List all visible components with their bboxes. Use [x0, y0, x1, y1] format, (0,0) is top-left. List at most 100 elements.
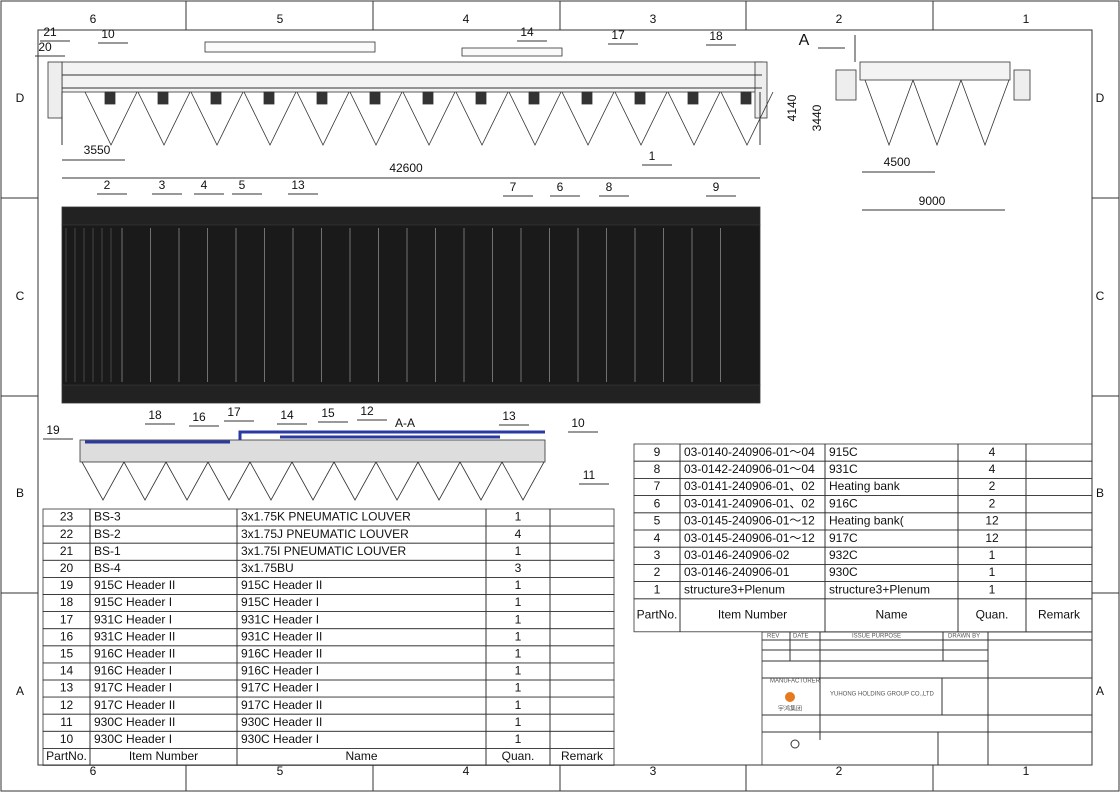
leg [190, 91, 244, 146]
table-cell: 1 [515, 681, 522, 695]
balloon-label: 1 [649, 149, 656, 163]
table-cell: 4 [515, 527, 522, 541]
leg [912, 79, 962, 147]
table-cell: 13 [60, 681, 74, 695]
table-cell: 931C Header I [241, 612, 319, 626]
balloon-label: 14 [520, 25, 534, 39]
table-cell: 1 [515, 664, 522, 678]
title-block-text: REV [767, 634, 779, 640]
table-header-cell: PartNo. [46, 749, 87, 763]
table-cell: 932C [829, 548, 858, 562]
louver [47, 61, 63, 119]
table-cell: 14 [60, 664, 74, 678]
table-cell: 03-0141-240906-01、02 [684, 479, 815, 493]
balloon-label: 6 [557, 180, 564, 194]
leg [614, 91, 668, 146]
dimension: 4500 [884, 155, 911, 169]
title-block-text: DATE [793, 634, 809, 640]
balloon-label: 7 [510, 180, 517, 194]
zone-label-top: 2 [836, 12, 843, 26]
table-cell: 930C Header II [94, 715, 175, 729]
table-header-cell: Name [345, 749, 377, 763]
zone-label-top: 5 [277, 12, 284, 26]
balloon-label: 10 [571, 416, 585, 430]
title-block-text: 宇鸿集团 [778, 705, 802, 713]
table-cell: 8 [654, 462, 661, 476]
table-cell: 1 [989, 565, 996, 579]
table-cell: 03-0145-240906-01～12 [684, 531, 815, 545]
table-cell: 7 [654, 479, 661, 493]
table-cell: 19 [60, 578, 74, 592]
leg [249, 461, 293, 501]
title-block-text: DRAWN BY [948, 634, 980, 640]
zone-label-top: 6 [90, 12, 97, 26]
projection-symbol [790, 739, 800, 749]
zone-label-bottom: 1 [1023, 764, 1030, 778]
leg [402, 91, 456, 146]
table-cell: 916C Header I [94, 664, 172, 678]
balloon-label: 15 [321, 406, 335, 420]
balloon-label: 13 [502, 409, 516, 423]
table-cell: 916C Header II [241, 647, 322, 661]
plan-body [61, 224, 761, 386]
louver [1013, 69, 1031, 101]
table-cell: 931C Header II [94, 629, 175, 643]
leg [459, 461, 503, 501]
zone-label-bottom: 4 [463, 764, 470, 778]
dimension: 3440 [810, 104, 824, 131]
unit-frame [61, 61, 763, 93]
fin-strip [61, 206, 761, 226]
zone-label-bottom: 3 [650, 764, 657, 778]
balloon-label: 12 [360, 404, 374, 418]
fan [104, 91, 116, 105]
table-cell: 5 [654, 514, 661, 528]
balloon-label: 17 [611, 28, 625, 42]
fan [316, 91, 328, 105]
table-cell: 930C Header I [241, 732, 319, 746]
balloon-label: 13 [291, 178, 305, 192]
zone-label-top: 3 [650, 12, 657, 26]
leg [417, 461, 461, 501]
table-cell: 11 [60, 715, 73, 729]
table-cell: 931C Header I [94, 612, 172, 626]
table-cell: 1 [515, 698, 522, 712]
table-cell: 1 [515, 510, 522, 524]
zone-label-right: B [1096, 486, 1104, 500]
dimension: 3550 [84, 143, 111, 157]
table-cell: 930C [829, 565, 858, 579]
table-cell: 10 [60, 732, 74, 746]
table-cell: 15 [60, 647, 74, 661]
title-block-text: ISSUE PURPOSE [852, 634, 901, 640]
zone-label-right: C [1096, 289, 1105, 303]
leg [137, 91, 191, 146]
table-cell: 1 [515, 647, 522, 661]
zone-label-left: A [16, 684, 24, 698]
balloon-label: 17 [227, 405, 241, 419]
header-pipe [238, 430, 545, 440]
table-cell: 3 [515, 561, 522, 575]
table-cell: 1 [515, 578, 522, 592]
fan [687, 91, 699, 105]
zone-label-bottom: 6 [90, 764, 97, 778]
fan [157, 91, 169, 105]
louver [835, 69, 857, 101]
zone-label-top: 4 [463, 12, 470, 26]
balloon-label: 21 [43, 25, 57, 39]
balloon-label: 18 [709, 29, 723, 43]
balloon-label: 19 [46, 423, 60, 437]
zone-label-bottom: 2 [836, 764, 843, 778]
table-cell: 03-0141-240906-01、02 [684, 496, 815, 510]
table-cell: 1 [515, 715, 522, 729]
fin-strip [61, 384, 761, 404]
table-cell: 917C [829, 531, 858, 545]
table-cell: 915C Header II [241, 578, 322, 592]
leg [349, 91, 403, 146]
table-header-cell: Quan. [502, 749, 535, 763]
table-cell: 916C Header I [241, 664, 319, 678]
leg [165, 461, 209, 501]
logo-mark [785, 692, 795, 702]
balloon-label: 4 [201, 178, 208, 192]
leg [561, 91, 615, 146]
table-cell: 3x1.75BU [241, 561, 294, 575]
